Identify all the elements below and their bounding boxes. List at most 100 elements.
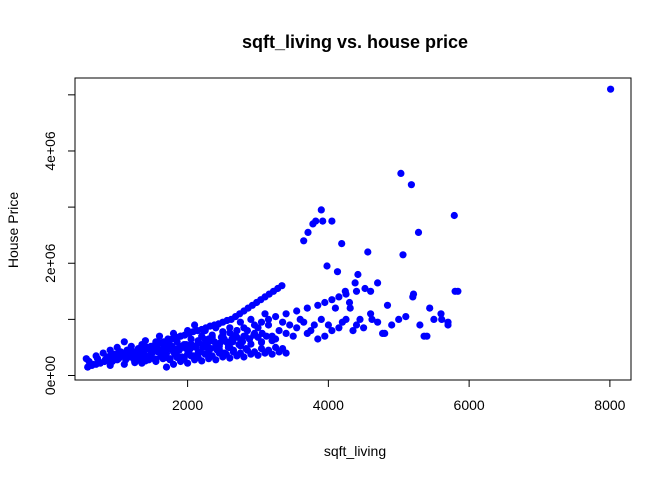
data-point — [219, 331, 227, 339]
data-point — [324, 321, 332, 329]
data-point — [342, 290, 350, 298]
data-point — [352, 321, 361, 329]
data-point — [397, 169, 405, 177]
data-point — [194, 338, 202, 346]
data-point — [268, 337, 276, 345]
data-point — [250, 321, 259, 329]
data-point — [293, 307, 301, 315]
data-point — [198, 357, 206, 365]
data-point — [444, 318, 452, 326]
data-point — [335, 324, 343, 332]
x-tick-label: 6000 — [454, 397, 485, 413]
data-point — [331, 304, 339, 312]
data-point — [304, 228, 312, 236]
data-point — [152, 355, 160, 363]
data-point — [236, 342, 244, 350]
data-point — [162, 363, 171, 371]
data-point — [437, 310, 445, 318]
data-point — [317, 315, 325, 323]
data-point — [278, 282, 286, 290]
data-point — [319, 217, 327, 225]
data-point — [414, 228, 423, 236]
data-point — [226, 329, 234, 337]
data-point — [169, 360, 178, 368]
data-point — [321, 298, 329, 307]
data-point — [212, 356, 220, 364]
data-point — [300, 318, 308, 326]
data-point — [361, 284, 369, 293]
data-point — [177, 357, 185, 366]
data-point — [289, 332, 297, 340]
data-point — [416, 321, 424, 329]
data-point — [333, 268, 342, 276]
data-point — [247, 315, 255, 323]
data-point — [293, 324, 301, 332]
data-point — [233, 327, 241, 335]
data-point — [282, 349, 290, 357]
data-point — [438, 315, 446, 323]
data-point — [208, 333, 216, 341]
data-point — [374, 318, 382, 326]
data-point — [335, 293, 343, 301]
data-point — [346, 304, 354, 312]
data-point — [303, 304, 311, 312]
data-point — [388, 321, 396, 329]
data-point — [275, 327, 283, 335]
data-point — [395, 315, 403, 323]
data-point — [328, 296, 336, 304]
data-point — [247, 340, 255, 348]
data-point — [364, 248, 372, 256]
data-point — [367, 287, 375, 295]
data-point — [317, 206, 325, 214]
data-point — [272, 313, 280, 321]
data-point — [379, 329, 387, 337]
data-point — [310, 321, 318, 329]
data-point — [383, 301, 392, 309]
data-point — [430, 315, 438, 323]
data-point — [314, 335, 322, 343]
data-point — [279, 318, 287, 326]
data-point — [262, 332, 270, 340]
data-point — [268, 350, 276, 358]
data-point — [275, 348, 283, 356]
data-point — [120, 338, 128, 346]
data-point — [352, 287, 361, 295]
data-point — [264, 321, 273, 329]
data-point — [187, 335, 195, 343]
x-axis: 2000 4000 6000 8000 — [172, 379, 626, 413]
data-point — [607, 85, 615, 93]
data-point — [254, 351, 262, 359]
data-point — [368, 315, 376, 323]
data-point — [257, 318, 266, 326]
data-point — [106, 361, 114, 369]
data-point — [407, 181, 415, 189]
y-axis: 0e+00 2e+06 4e+06 — [42, 94, 76, 396]
data-point — [219, 353, 227, 361]
data-point — [367, 310, 375, 318]
x-tick-label: 8000 — [594, 397, 625, 413]
data-point — [240, 353, 248, 361]
data-point — [450, 211, 458, 220]
data-point — [349, 327, 357, 335]
data-point — [226, 324, 234, 332]
data-point — [420, 332, 428, 340]
data-point — [261, 349, 269, 357]
data-point — [454, 287, 462, 295]
data-point — [187, 340, 195, 348]
data-point — [314, 301, 322, 309]
data-point — [141, 337, 149, 345]
data-point — [120, 360, 128, 368]
data-point — [229, 338, 237, 346]
data-point — [233, 352, 241, 360]
data-point — [354, 270, 362, 279]
data-point — [328, 327, 336, 335]
data-point — [402, 313, 410, 321]
data-point — [328, 217, 336, 225]
data-point — [141, 357, 149, 365]
data-point — [201, 336, 209, 344]
y-tick-label: 0e+00 — [42, 356, 58, 396]
data-point — [282, 310, 290, 318]
data-point — [124, 353, 132, 362]
data-point — [356, 315, 364, 323]
